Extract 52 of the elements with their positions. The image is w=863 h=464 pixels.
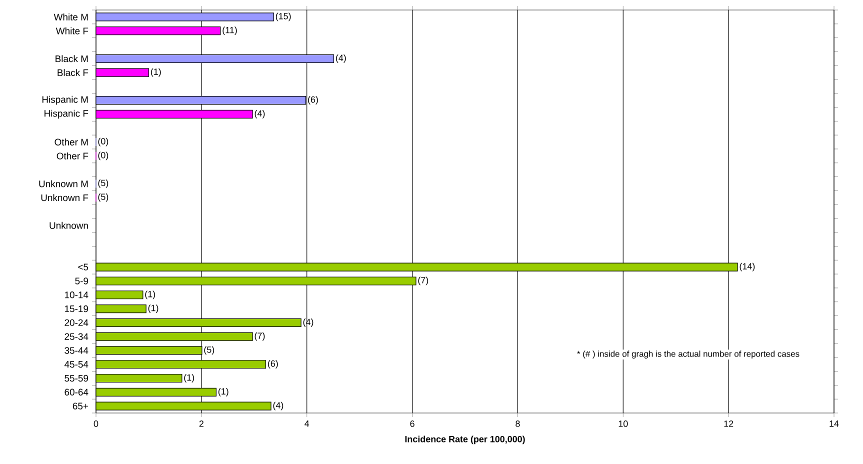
annotation: (1) xyxy=(218,388,228,396)
y-tick-label: White M xyxy=(54,13,88,20)
annotation: (7) xyxy=(418,276,428,286)
y-tick-label: Other M xyxy=(54,138,88,146)
annotation: (15) xyxy=(276,12,291,22)
y-tick-label: 45-54 xyxy=(64,361,88,368)
annotation: (4) xyxy=(273,402,284,410)
y-tick-label: <5 xyxy=(78,264,88,270)
y-tick-label: Black M xyxy=(56,55,88,62)
annotation: (5) xyxy=(204,346,214,355)
annotation: (1) xyxy=(184,374,194,382)
annotation: (6) xyxy=(268,360,278,369)
y-tick-label: 10-14 xyxy=(64,292,88,298)
annotation: (1) xyxy=(150,68,161,77)
x-tick-label: 0 xyxy=(94,420,98,427)
x-tick-label: 8 xyxy=(516,420,520,427)
x-tick-label: 12 xyxy=(724,420,734,427)
annotation: (0) xyxy=(98,152,108,160)
y-tick-label: Unknown M xyxy=(39,180,88,188)
x-tick-label: 6 xyxy=(410,420,414,427)
y-tick-label: 35-44 xyxy=(64,347,88,354)
y-tick-label: Hispanic F xyxy=(44,110,88,119)
y-tick-label: Unknown F xyxy=(41,194,88,202)
annotation: (7) xyxy=(254,332,265,341)
x-tick-label: 14 xyxy=(830,420,839,427)
y-tick-label: 65+ xyxy=(72,402,88,410)
annotation: (0) xyxy=(98,138,108,146)
y-tick-label: 55-59 xyxy=(64,374,88,382)
y-tick-label: Black F xyxy=(58,69,88,76)
y-tick-label: Hispanic M xyxy=(42,96,88,105)
annotation: * (# ) inside of gragh is the actual number of reported cases xyxy=(577,350,800,359)
x-tick-label: 4 xyxy=(304,420,310,427)
annotation: (11) xyxy=(222,26,237,36)
y-tick-label: 5-9 xyxy=(75,278,88,284)
annotation: (14) xyxy=(740,262,755,272)
annotation: (6) xyxy=(308,96,318,105)
x-tick-label: 10 xyxy=(618,420,628,427)
annotation: (4) xyxy=(254,110,265,118)
annotation: (1) xyxy=(145,290,156,300)
y-tick-label: Unknown xyxy=(50,222,88,229)
y-tick-label: White F xyxy=(56,27,88,34)
annotation: (5) xyxy=(98,180,108,188)
x-axis-title: Incidence Rate (per 100,000) xyxy=(405,436,525,444)
x-tick-label: 2 xyxy=(199,420,204,427)
annotation: (4) xyxy=(336,54,346,63)
annotation: (5) xyxy=(98,193,108,202)
y-tick-label: 15-19 xyxy=(64,305,88,312)
y-tick-label: 60-64 xyxy=(64,388,88,396)
y-tick-label: 20-24 xyxy=(64,319,88,326)
y-tick-label: Other F xyxy=(56,152,88,160)
y-tick-label: 25-34 xyxy=(64,333,88,340)
annotation: (1) xyxy=(148,304,158,313)
